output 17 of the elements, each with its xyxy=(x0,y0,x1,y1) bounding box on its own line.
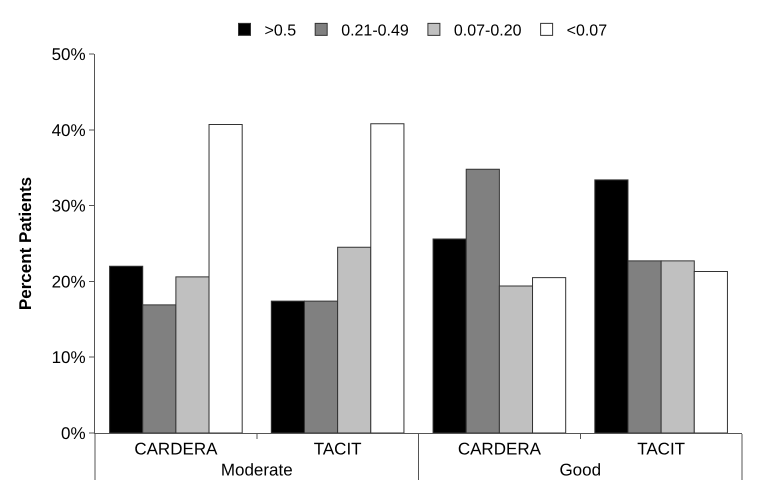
legend-label: 0.21-0.49 xyxy=(341,22,409,40)
y-tick-label: 10% xyxy=(52,348,86,368)
y-axis-title: Percent Patients xyxy=(16,176,36,310)
text: Good xyxy=(559,460,602,480)
x-tick-label: TACIT xyxy=(314,439,362,458)
legend-label: >0.5 xyxy=(264,22,296,40)
y-tick-label: 40% xyxy=(52,120,86,140)
x-tick-label: CARDERA xyxy=(134,439,218,458)
y-tick-label: 50% xyxy=(52,44,86,64)
x-tick-label: TACIT xyxy=(637,439,686,458)
y-tick-label: 30% xyxy=(52,196,86,216)
text: Moderate xyxy=(220,460,293,480)
x-tick-label: CARDERA xyxy=(458,439,542,458)
y-tick-label: 20% xyxy=(52,272,86,292)
legend-label: 0.07-0.20 xyxy=(454,22,522,40)
y-tick-label: 0% xyxy=(61,424,86,443)
legend-label: <0.07 xyxy=(566,22,608,40)
